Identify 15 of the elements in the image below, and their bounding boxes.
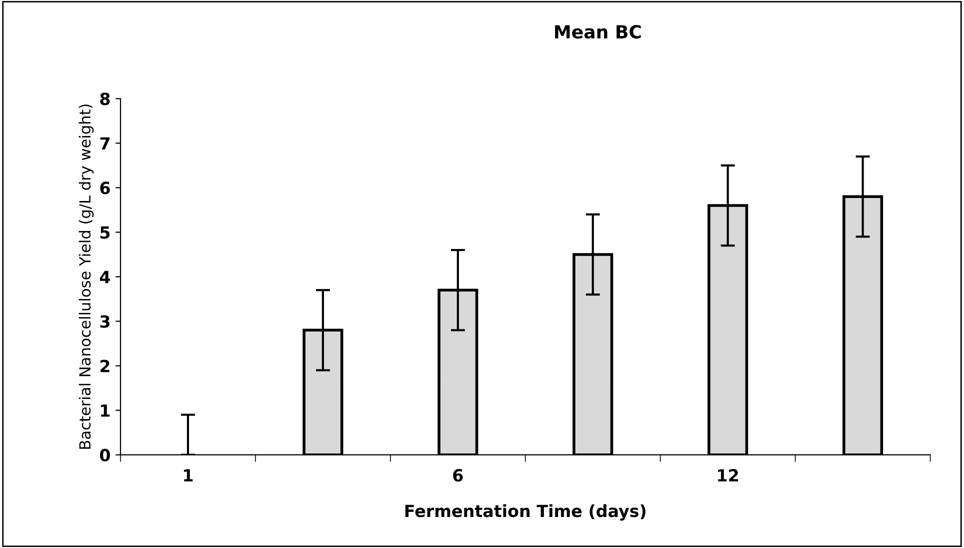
y-tick-label: 1 (101, 404, 110, 417)
y-tick-label: 5 (100, 226, 110, 239)
x-tick-label: 6 (453, 469, 463, 482)
y-axis-title: Bacterial Nanocellulose Yield (g/L dry weight) (78, 104, 94, 449)
x-tick-label: 1 (184, 469, 193, 482)
y-tick-label: 4 (100, 270, 110, 284)
y-tick-label: 3 (100, 315, 110, 328)
y-tick-label: 7 (100, 137, 110, 150)
y-tick-label: 2 (100, 360, 110, 372)
y-tick-label: 8 (100, 92, 110, 106)
y-tick-label: 0 (100, 448, 110, 462)
chart-title: Mean BC (555, 24, 641, 39)
y-tick-label: 6 (100, 182, 110, 194)
x-tick-label: 12 (718, 469, 738, 482)
x-axis-title: Fermentation Time (days) (405, 504, 646, 521)
